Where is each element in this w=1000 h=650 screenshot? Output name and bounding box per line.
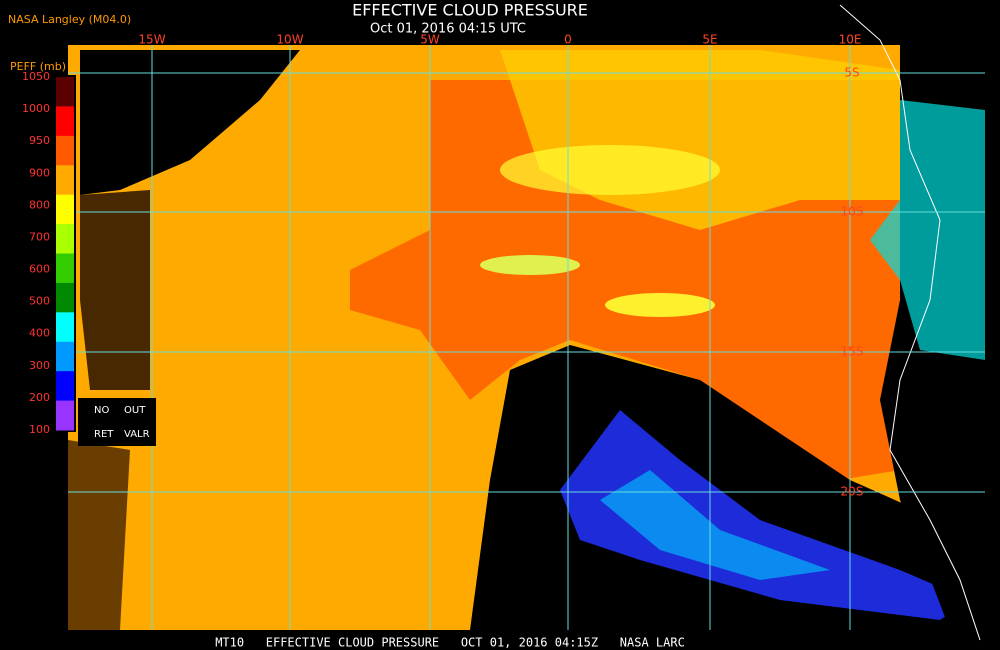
title: EFFECTIVE CLOUD PRESSURE <box>352 1 588 20</box>
high-cloud <box>560 410 970 620</box>
out-valr: OUT <box>124 405 146 416</box>
legend-note-box <box>78 398 156 446</box>
legend-swatch <box>56 224 74 254</box>
high-cloud <box>600 470 830 580</box>
legend-swatch <box>56 312 74 343</box>
no-ret: NO <box>94 405 109 416</box>
out-valr: VALR <box>124 429 150 440</box>
source: NASA Langley (M04.0) <box>8 13 131 26</box>
legend-swatch <box>56 165 74 196</box>
map-image <box>68 4 985 641</box>
legend-swatch <box>56 341 74 372</box>
legend-label: 200 <box>29 391 50 404</box>
lat-lon-grid: 15W 10W 5W 0 5E 10E 5S 10S 15S 20S <box>68 33 985 630</box>
legend-label: 600 <box>29 263 50 276</box>
legend-label: 500 <box>29 295 50 308</box>
lon-label: 0 <box>564 33 572 47</box>
legend-label: 300 <box>29 359 50 372</box>
lon-label: 5E <box>702 33 717 47</box>
clear-area <box>68 440 130 630</box>
legend-label: 1050 <box>22 70 50 83</box>
lon-label: 5W <box>420 33 440 47</box>
legend-label: 400 <box>29 327 50 340</box>
legend-swatch <box>56 253 74 284</box>
legend-swatch <box>56 106 74 137</box>
subtitle: Oct 01, 2016 04:15 UTC <box>370 22 526 37</box>
legend-title: PEFF (mb) <box>10 60 66 73</box>
legend-label: 800 <box>29 198 50 211</box>
lon-label: 15W <box>138 33 165 47</box>
legend-label: 100 <box>29 423 50 436</box>
legend-swatch <box>56 371 74 402</box>
lon-label: 10W <box>276 33 303 47</box>
legend-swatch <box>56 135 74 166</box>
footer: MT10 EFFECTIVE CLOUD PRESSURE OCT 01, 20… <box>215 636 685 650</box>
legend-label: 950 <box>29 134 50 147</box>
legend-swatch <box>56 194 74 225</box>
lat-label: 15S <box>841 345 864 359</box>
legend-swatch <box>56 282 74 313</box>
mid-cloud <box>605 293 715 317</box>
legend: 1050 1000 950 900 800 700 600 500 400 300 200 100 <box>22 70 156 446</box>
lat-label: 10S <box>841 205 864 219</box>
lon-label: 10E <box>839 33 862 47</box>
lat-label: 5S <box>844 66 859 80</box>
legend-label: 700 <box>29 230 50 243</box>
coastline <box>839 4 981 641</box>
mid-cloud <box>500 145 720 195</box>
high-cloud <box>870 100 985 360</box>
legend-swatch <box>56 77 74 107</box>
legend-label: 1000 <box>22 102 50 115</box>
no-ret: RET <box>94 429 114 440</box>
mid-cloud <box>480 255 580 275</box>
clear-area <box>80 190 150 390</box>
clear-area <box>80 50 300 195</box>
legend-swatch <box>56 400 74 431</box>
legend-label: 900 <box>29 166 50 179</box>
lat-label: 20S <box>841 485 864 499</box>
